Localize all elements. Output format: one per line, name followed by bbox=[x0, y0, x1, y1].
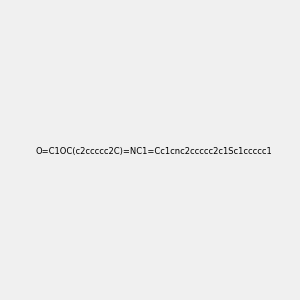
Text: O=C1OC(c2ccccc2C)=NC1=Cc1cnc2ccccc2c1Sc1ccccc1: O=C1OC(c2ccccc2C)=NC1=Cc1cnc2ccccc2c1Sc1… bbox=[35, 147, 272, 156]
